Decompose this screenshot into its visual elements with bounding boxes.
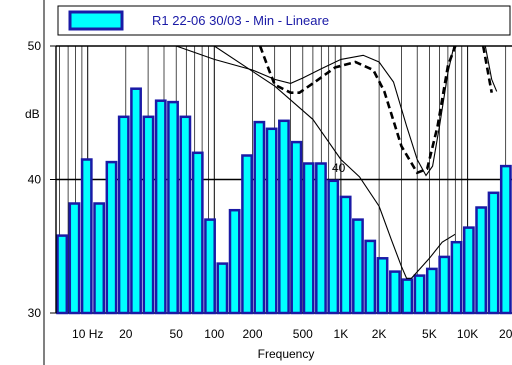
bar-125 — [216, 262, 229, 315]
bar-10000 — [450, 240, 463, 315]
bar-8000 — [438, 255, 451, 315]
bar-2000 — [364, 239, 377, 315]
bar-16000 — [475, 206, 488, 315]
bar-50 — [167, 100, 179, 315]
y-tick-label: 50 — [28, 39, 42, 53]
x-tick-label: 500 — [293, 327, 313, 341]
bar-25 — [130, 87, 142, 315]
legend-frame — [57, 5, 511, 36]
legend-box: R1 22-06 30/03 - Min - Lineare — [57, 5, 511, 36]
x-tick-label: 5K — [422, 327, 437, 341]
bar-1600 — [352, 218, 364, 315]
x-tick-label: 200 — [242, 327, 262, 341]
bar-315 — [265, 127, 278, 315]
y-tick-label: 40 — [28, 173, 42, 187]
y-tick-label: 30 — [28, 306, 42, 320]
bar-250 — [253, 120, 266, 315]
bar-100 — [204, 218, 216, 315]
bar-800 — [315, 162, 327, 315]
bar-80 — [191, 151, 204, 315]
threshold-curve-3 — [213, 46, 456, 279]
bar-500 — [290, 140, 303, 315]
bar-20000 — [487, 191, 500, 315]
x-tick-label: 50 — [170, 327, 184, 341]
bar-12500 — [462, 226, 475, 315]
legend-label: R1 22-06 30/03 - Min - Lineare — [152, 13, 329, 28]
bar-12.5 — [93, 202, 106, 315]
bar-31.5 — [142, 115, 155, 315]
bar-630 — [302, 162, 315, 315]
curve-annotation: 40 — [332, 161, 346, 175]
bar-16 — [105, 160, 118, 315]
dashed-curve-0 — [258, 46, 457, 175]
bar-40 — [154, 99, 167, 315]
bar-1000 — [327, 179, 340, 315]
x-tick-label: 100 — [204, 327, 224, 341]
bar-1250 — [339, 195, 352, 315]
bar-5000 — [413, 274, 426, 315]
threshold-curve-2 — [176, 46, 455, 177]
bar-2500 — [376, 257, 389, 315]
bar-3150 — [389, 270, 401, 315]
y-axis-label: dB — [25, 107, 40, 121]
plot-area: 30 40 50 40 10 Hz 20 50 100 200 500 1K 2K 5K 10K 20 — [28, 39, 512, 341]
x-tick-label: 1K — [334, 327, 349, 341]
dashed-curve-1 — [481, 46, 493, 93]
threshold-curve-4 — [484, 46, 498, 92]
bar-200 — [241, 154, 253, 315]
legend-swatch — [68, 10, 124, 31]
x-tick-label: 10K — [457, 327, 478, 341]
bar-63 — [179, 115, 192, 315]
bar-6300 — [425, 267, 438, 315]
bar-10 — [80, 158, 93, 315]
bar-4000 — [401, 278, 414, 315]
x-axis-label: Frequency — [258, 347, 315, 361]
bar-6.3 — [56, 234, 69, 315]
bar-20 — [117, 115, 130, 315]
x-tick-label: 20 — [499, 327, 512, 341]
x-tick-label: 2K — [372, 327, 387, 341]
bar-8 — [68, 202, 81, 315]
x-tick-label: 10 Hz — [72, 327, 103, 341]
x-tick-label: 20 — [119, 327, 133, 341]
bar-160 — [228, 208, 241, 315]
bar-25000 — [499, 164, 512, 315]
bar-400 — [278, 119, 290, 315]
